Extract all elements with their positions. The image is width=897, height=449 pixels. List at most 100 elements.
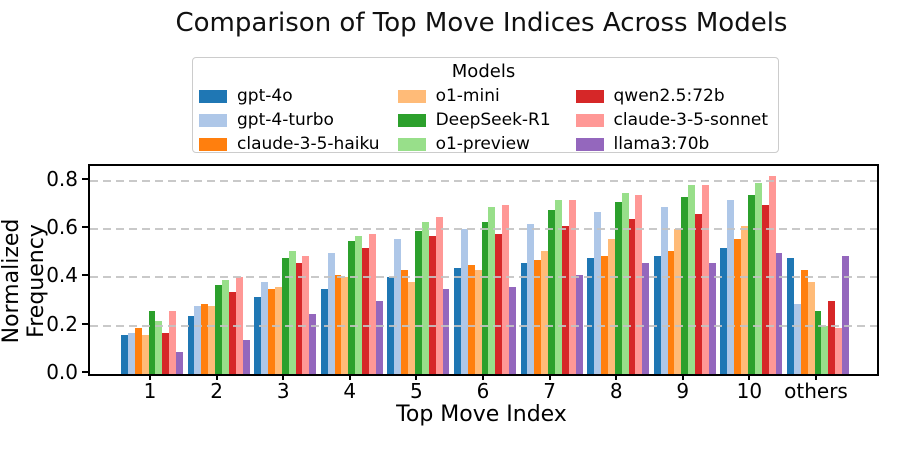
legend-swatch-icon <box>575 89 604 103</box>
x-tick-mark <box>681 374 684 380</box>
bar <box>201 303 209 374</box>
legend-swatch-icon <box>397 113 426 127</box>
bar <box>362 248 370 374</box>
y-tick-mark <box>82 371 88 373</box>
bar <box>421 221 429 374</box>
bar <box>327 253 335 374</box>
bar <box>141 335 149 374</box>
x-tick-mark <box>548 374 551 380</box>
bar <box>660 207 668 374</box>
bar <box>761 204 769 374</box>
bar <box>254 296 262 374</box>
bar <box>534 260 542 374</box>
x-tick-label: 3 <box>276 379 290 403</box>
x-tick-label: others <box>784 379 848 403</box>
y-tick-label: 0.8 <box>46 166 78 191</box>
bar <box>741 226 748 374</box>
bar <box>614 202 622 374</box>
bar <box>120 335 128 374</box>
bar <box>242 340 250 374</box>
bar <box>435 216 443 374</box>
bar <box>568 199 576 374</box>
bar <box>635 195 643 374</box>
bar <box>474 270 482 374</box>
x-tick-label: 1 <box>143 379 157 403</box>
bar <box>428 236 436 374</box>
x-tick-mark <box>282 374 285 380</box>
x-tick-label: 8 <box>609 379 623 403</box>
legend-item-label: claude-3-5-haiku <box>237 134 380 154</box>
bar <box>481 221 489 374</box>
bar <box>467 265 475 374</box>
bar <box>702 185 709 374</box>
legend-item: gpt-4-turbo <box>199 108 380 132</box>
bar <box>754 182 762 374</box>
bar <box>267 289 275 374</box>
x-tick-label: 2 <box>210 379 223 403</box>
bar <box>727 199 735 374</box>
bar <box>495 233 503 374</box>
legend-item: claude-3-5-sonnet <box>575 108 768 132</box>
bar <box>667 250 675 374</box>
bar <box>369 233 376 374</box>
bar <box>720 248 728 374</box>
legend-item: llama3:70b <box>575 132 768 156</box>
legend-item-label: gpt-4-turbo <box>237 110 334 130</box>
bar <box>309 313 317 374</box>
legend-swatch-icon <box>397 137 426 151</box>
gridline <box>90 324 877 327</box>
bar <box>169 311 177 374</box>
bar <box>302 255 310 374</box>
x-tick-mark <box>149 374 151 380</box>
x-tick-mark <box>415 374 418 380</box>
legend-item-label: qwen2.5:72b <box>613 86 725 106</box>
bar <box>842 255 850 374</box>
x-tick-mark <box>748 374 751 380</box>
bar <box>401 270 409 374</box>
legend-swatch-icon <box>397 89 426 103</box>
legend-item-label: gpt-4o <box>237 86 293 106</box>
bar <box>688 185 696 374</box>
legend-item: claude-3-5-haiku <box>199 132 380 156</box>
x-tick-mark <box>482 374 484 380</box>
bar <box>786 257 794 374</box>
gridline <box>90 227 877 230</box>
y-tick-mark <box>82 274 88 277</box>
y-tick-label: 0.0 <box>46 360 78 384</box>
bar <box>607 238 615 374</box>
legend-title: Models <box>451 61 516 82</box>
bar <box>442 289 450 374</box>
bar <box>261 282 268 374</box>
legend-swatch-icon <box>575 113 604 127</box>
legend-item: DeepSeek-R1 <box>397 108 558 132</box>
bar <box>375 301 383 374</box>
bar <box>747 195 755 374</box>
legend-item: o1-mini <box>397 84 558 108</box>
bar <box>488 207 496 374</box>
bar <box>800 270 808 374</box>
bar <box>215 284 223 374</box>
bar <box>355 236 363 374</box>
legend-items: gpt-4o gpt-4-turbo claude-3-5-haiku o1-mini… <box>199 84 768 156</box>
bar <box>734 238 742 374</box>
bar <box>295 262 303 374</box>
y-tick-label: 0.6 <box>46 214 78 239</box>
legend-swatch-icon <box>575 137 604 151</box>
bar <box>453 267 461 374</box>
legend-item: o1-preview <box>397 132 558 156</box>
bar <box>274 286 282 374</box>
y-tick-label: 0.2 <box>46 311 78 336</box>
bar <box>408 282 415 374</box>
bar <box>561 226 569 374</box>
x-tick-mark <box>615 374 618 380</box>
plot-area <box>88 164 879 376</box>
bar <box>527 224 535 374</box>
legend-item: qwen2.5:72b <box>575 84 768 108</box>
bar <box>708 262 716 374</box>
y-tick-mark <box>82 225 88 228</box>
bar <box>334 274 342 374</box>
legend-item-label: o1-mini <box>435 86 500 106</box>
bar <box>548 209 556 374</box>
bar <box>502 204 510 374</box>
